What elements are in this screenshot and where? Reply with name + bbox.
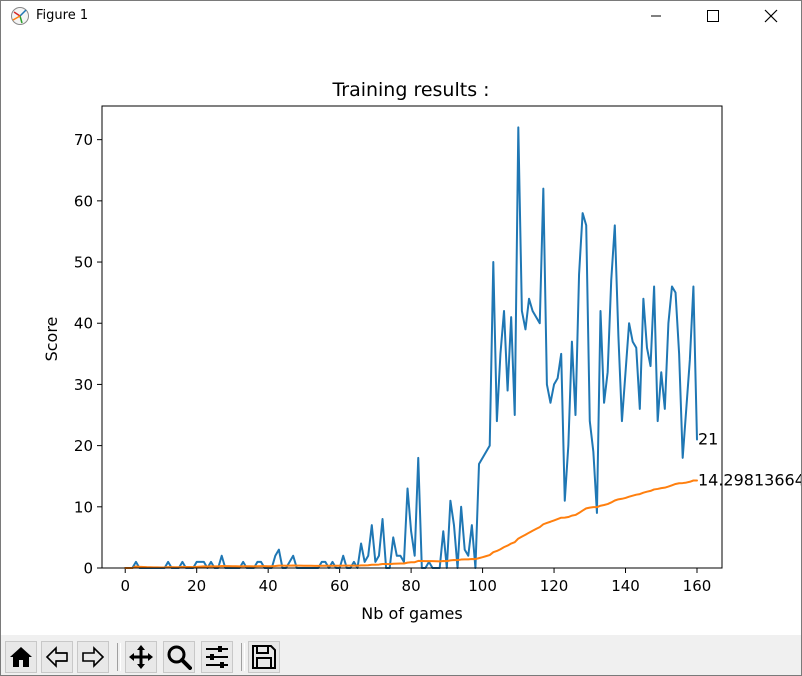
y-tick-label: 50 xyxy=(74,254,93,272)
plot-area: Training results : Nb of games Score 0 20… xyxy=(1,31,802,635)
y-tick-label: 70 xyxy=(74,131,93,149)
back-button[interactable] xyxy=(41,641,73,673)
save-button[interactable] xyxy=(248,641,280,673)
x-tick-label: 100 xyxy=(468,577,497,595)
y-tick-label: 0 xyxy=(83,560,93,578)
score-series-line xyxy=(124,126,698,569)
home-icon xyxy=(10,647,32,667)
back-arrow-icon xyxy=(45,646,68,668)
window-title: Figure 1 xyxy=(36,8,89,23)
x-tick-label: 140 xyxy=(611,577,640,595)
chart-title: Training results : xyxy=(331,79,489,101)
x-tick-label: 60 xyxy=(330,577,349,595)
title-bar: Figure 1 xyxy=(1,1,801,31)
x-tick-label: 20 xyxy=(187,577,206,595)
x-tick-label: 40 xyxy=(259,577,278,595)
forward-button[interactable] xyxy=(77,641,109,673)
minimize-button[interactable] xyxy=(633,1,679,31)
axes-frame xyxy=(101,105,723,569)
zoom-icon xyxy=(167,645,192,670)
minimize-icon xyxy=(651,15,661,17)
toolbar-separator xyxy=(117,643,121,671)
mean-end-label: 14.29813664 xyxy=(698,470,801,489)
save-icon xyxy=(252,645,276,669)
y-axis-label: Score xyxy=(42,317,61,362)
x-tick-label: 0 xyxy=(120,577,130,595)
mean-series-line xyxy=(124,479,698,569)
maximize-button[interactable] xyxy=(690,1,736,31)
configure-subplots-icon xyxy=(206,646,228,668)
x-tick-label: 80 xyxy=(402,577,421,595)
y-tick-label: 30 xyxy=(74,376,93,394)
x-tick-label: 120 xyxy=(540,577,569,595)
home-button[interactable] xyxy=(5,641,37,673)
navigation-toolbar xyxy=(1,635,801,675)
training-results-chart: Training results : Nb of games Score 0 20… xyxy=(42,79,802,623)
toolbar-separator xyxy=(241,643,245,671)
zoom-button[interactable] xyxy=(163,641,195,673)
configure-subplots-button[interactable] xyxy=(201,641,233,673)
y-tick-label: 40 xyxy=(74,315,93,333)
forward-arrow-icon xyxy=(82,646,105,668)
y-tick-label: 10 xyxy=(74,498,93,516)
maximize-icon xyxy=(707,10,719,22)
pan-icon xyxy=(129,645,153,669)
score-end-label: 21 xyxy=(698,429,718,448)
figure-app-icon xyxy=(11,7,29,25)
y-tick-label: 60 xyxy=(74,192,93,210)
close-icon xyxy=(764,9,778,23)
y-tick-label: 20 xyxy=(74,437,93,455)
x-tick-label: 160 xyxy=(683,577,712,595)
x-axis-label: Nb of games xyxy=(361,604,462,623)
pan-button[interactable] xyxy=(125,641,157,673)
close-button[interactable] xyxy=(748,1,794,31)
